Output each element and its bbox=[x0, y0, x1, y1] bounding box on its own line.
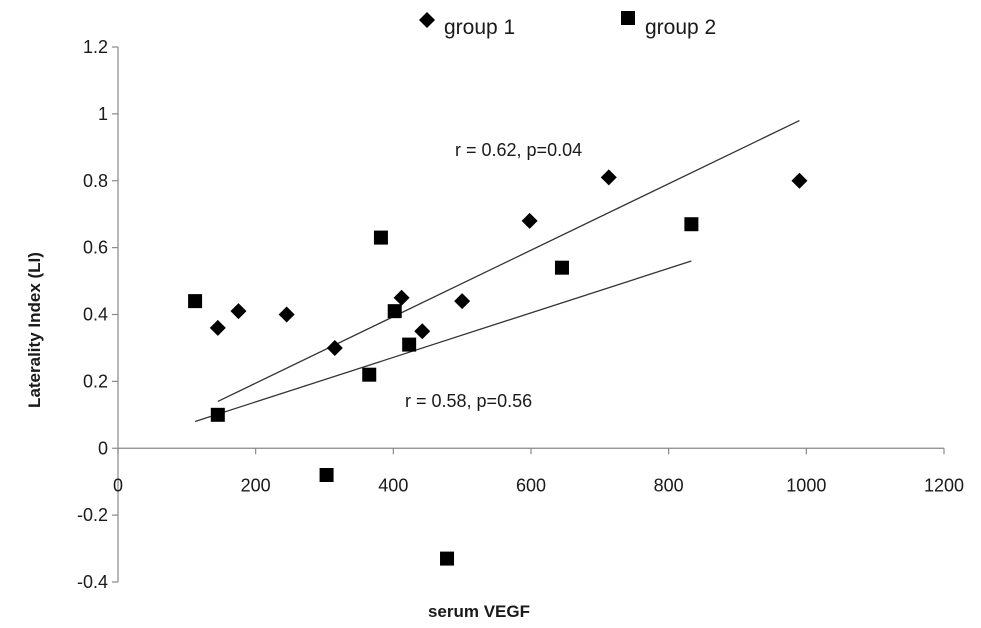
data-point-group-1 bbox=[278, 306, 295, 323]
legend-marker-square bbox=[621, 11, 635, 25]
data-point-group-1 bbox=[521, 212, 538, 229]
data-points bbox=[188, 169, 808, 566]
legend: group 1 group 2 bbox=[419, 11, 716, 39]
y-tick-label: -0.4 bbox=[77, 572, 108, 592]
axes: -0.4-0.200.20.40.60.811.20 200 400 600 800 10… bbox=[77, 37, 964, 592]
y-tick-label: -0.2 bbox=[77, 505, 108, 525]
legend-marker-diamond bbox=[419, 12, 435, 28]
data-point-group-2 bbox=[684, 217, 699, 232]
data-point-group-1 bbox=[791, 172, 808, 189]
x-tick-label: 1200 bbox=[924, 475, 964, 495]
x-tick-label: 600 bbox=[516, 475, 546, 495]
data-point-group-2 bbox=[402, 337, 417, 352]
data-point-group-2 bbox=[387, 304, 402, 319]
data-point-group-2 bbox=[362, 367, 377, 382]
x-tick-label: 200 bbox=[241, 475, 271, 495]
y-tick-label: 0.6 bbox=[83, 238, 108, 258]
trendlines bbox=[194, 119, 800, 423]
annotation-group-2: r = 0.58, p=0.56 bbox=[405, 391, 532, 411]
annotation-group-1: r = 0.62, p=0.04 bbox=[455, 140, 582, 160]
legend-item-group-2: group 2 bbox=[621, 11, 716, 39]
x-tick-label: 800 bbox=[654, 475, 684, 495]
y-tick-label: 0.8 bbox=[83, 171, 108, 191]
data-point-group-1 bbox=[326, 339, 343, 356]
legend-label-group-2: group 2 bbox=[645, 16, 716, 39]
trendline-group-1 bbox=[217, 119, 800, 403]
data-point-group-2 bbox=[319, 468, 334, 482]
y-tick-label: 1.2 bbox=[83, 37, 108, 57]
legend-label-group-1: group 1 bbox=[444, 16, 515, 39]
y-axis-title: Laterality Index (LI) bbox=[25, 252, 44, 408]
y-tick-label: 0.2 bbox=[83, 371, 108, 391]
data-point-group-1 bbox=[209, 319, 226, 336]
y-tick-label: 0.4 bbox=[83, 305, 108, 325]
x-axis-title: serum VEGF bbox=[428, 602, 530, 621]
data-point-group-2 bbox=[554, 260, 569, 275]
data-point-group-2 bbox=[373, 230, 388, 245]
data-point-group-1 bbox=[454, 293, 471, 310]
legend-item-group-1: group 1 bbox=[419, 12, 515, 39]
trendline-group-2 bbox=[194, 260, 692, 423]
data-point-group-1 bbox=[230, 303, 247, 320]
data-point-group-2 bbox=[210, 407, 225, 422]
data-point-group-2 bbox=[440, 551, 455, 566]
x-tick-label: 400 bbox=[378, 475, 408, 495]
y-tick-label: 0 bbox=[98, 438, 108, 458]
data-point-group-2 bbox=[188, 294, 203, 309]
x-tick-label: 1000 bbox=[786, 475, 826, 495]
data-point-group-1 bbox=[414, 323, 431, 340]
data-point-group-1 bbox=[600, 169, 617, 186]
data-point-group-1 bbox=[393, 289, 410, 306]
y-tick-label: 1 bbox=[98, 104, 108, 124]
x-tick-label: 0 bbox=[113, 475, 123, 495]
